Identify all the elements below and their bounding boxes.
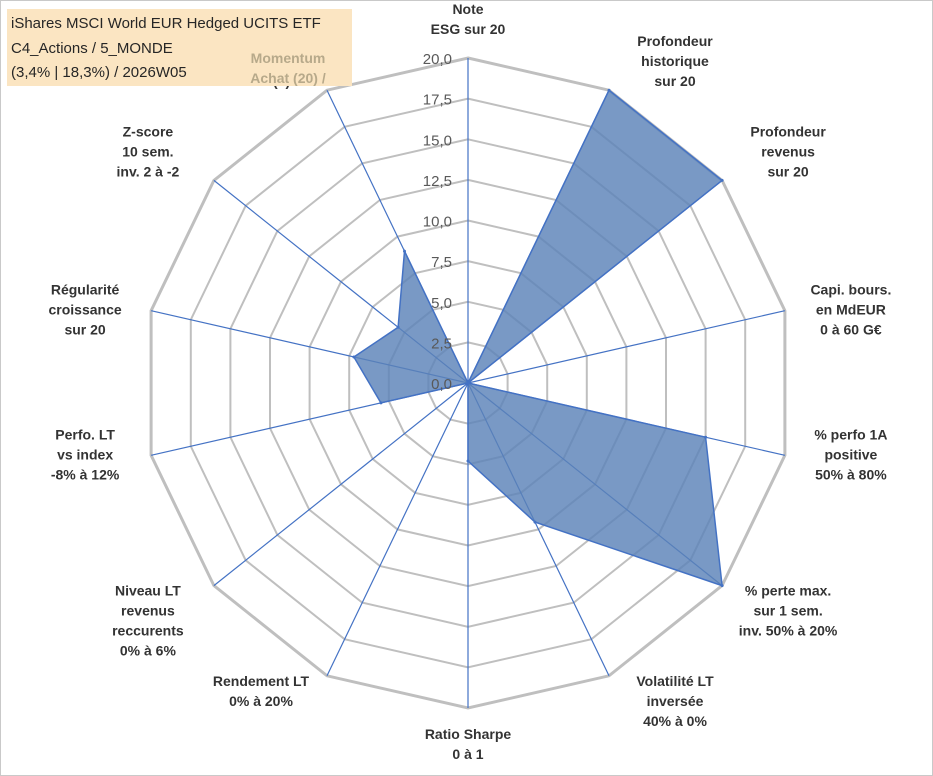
axis-label-11: Régularité croissance sur 20	[49, 282, 122, 338]
series-point-5	[720, 584, 724, 588]
series-area	[352, 89, 724, 587]
series-layer	[352, 88, 724, 588]
chart-title-box: iShares MSCI World EUR Hedged UCITS ETF …	[7, 9, 352, 86]
axis-label-line: revenus	[761, 143, 815, 159]
axis-label-line: Z-score	[123, 123, 174, 139]
axis-label-2: Profondeur revenus sur 20	[750, 123, 826, 179]
axis-label-line: reccurents	[112, 623, 184, 639]
axis-label-6: Volatilité LT inversée 40% à 0%	[636, 673, 714, 729]
axis-label-line: croissance	[49, 302, 122, 318]
axis-label-line: inv. 2 à -2	[117, 163, 180, 179]
series-point-11	[352, 355, 356, 359]
tick-label: 5,0	[431, 295, 452, 312]
axis-spoke-3	[467, 310, 786, 384]
tick-label: 20,0	[423, 51, 452, 68]
tick-label: 15,0	[423, 132, 452, 149]
axis-label-line: % perfo 1A	[814, 426, 887, 442]
axis-label-line: Note	[452, 1, 483, 17]
axis-label-line: inversée	[647, 693, 704, 709]
axis-label-1: Profondeur historique sur 20	[637, 33, 713, 89]
momentum-label: Momentum Achat (20) /	[228, 48, 348, 88]
chart-title: iShares MSCI World EUR Hedged UCITS ETF	[11, 15, 321, 32]
axis-label-line: Profondeur	[750, 123, 826, 139]
tick-layer: 0,0 2,5 5,0 7,5 10,0 12,5 15,0 17,5 20,0	[423, 51, 452, 393]
axis-label-line: Capi. bours.	[810, 282, 891, 298]
momentum-title: Momentum	[250, 50, 326, 66]
axis-label-line: 0 à 1	[452, 746, 483, 762]
axis-label-line: Profondeur	[637, 33, 713, 49]
axis-label-7: Ratio Sharpe 0 à 1	[425, 726, 512, 762]
tick-label: 12,5	[423, 173, 452, 190]
axis-label-layer: Note ESG sur 20 Profondeur historique sur 20…	[49, 1, 892, 762]
axis-label-line: historique	[641, 53, 709, 69]
chart-category: C4_Actions / 5_MONDE	[11, 40, 173, 57]
axis-label-line: Perfo. LT	[55, 426, 115, 442]
series-point-10	[379, 401, 383, 405]
axis-label-line: 50% à 80%	[815, 466, 887, 482]
axis-label-line: sur 20	[64, 322, 105, 338]
axis-label-line: % perte max.	[745, 583, 831, 599]
axis-label-line: Niveau LT	[115, 583, 181, 599]
axis-label-line: revenus	[121, 603, 175, 619]
axis-label-9: Niveau LT revenus reccurents 0% à 6%	[112, 583, 184, 659]
tick-label: 7,5	[431, 254, 452, 271]
series-point-9	[466, 381, 470, 385]
series-point-4	[704, 435, 708, 439]
tick-label: 2,5	[431, 335, 452, 352]
series-point-7	[466, 459, 470, 463]
axis-label-line: 0% à 6%	[120, 643, 177, 659]
axis-label-line: sur 20	[767, 163, 808, 179]
axis-label-8: Rendement LT 0% à 20%	[213, 673, 310, 709]
series-point-12	[396, 325, 400, 329]
axis-label-line: 40% à 0%	[643, 713, 707, 729]
axis-label-3: Capi. bours. en MdEUR 0 à 60 G€	[810, 282, 891, 338]
tick-label: 0,0	[431, 376, 452, 393]
axis-label-10: Perfo. LT vs index -8% à 12%	[51, 426, 120, 482]
axis-label-line: Ratio Sharpe	[425, 726, 512, 742]
axis-label-line: Rendement LT	[213, 673, 310, 689]
series-point-1	[607, 88, 611, 92]
tick-label: 17,5	[423, 92, 452, 109]
series-point-2	[720, 178, 724, 182]
axis-spoke-8	[326, 382, 469, 677]
axis-label-line: 0% à 20%	[229, 693, 293, 709]
axis-label-12: Z-score 10 sem. inv. 2 à -2	[117, 123, 180, 179]
axis-label-line: inv. 50% à 20%	[739, 623, 838, 639]
axis-label-line: sur 20	[654, 73, 695, 89]
axis-label-5: % perte max. sur 1 sem. inv. 50% à 20%	[739, 583, 838, 639]
axis-label-line: Régularité	[51, 282, 120, 298]
axis-label-0: Note ESG sur 20	[431, 1, 506, 37]
axis-label-line: 10 sem.	[122, 143, 173, 159]
axis-label-line: 0 à 60 G€	[820, 322, 882, 338]
axis-label-line: -8% à 12%	[51, 466, 120, 482]
axis-label-line: positive	[824, 446, 877, 462]
axis-label-line: sur 1 sem.	[753, 603, 822, 619]
momentum-buy-count: Achat (20) /	[250, 70, 326, 86]
axis-spoke-9	[213, 382, 469, 587]
axis-label-line: ESG sur 20	[431, 21, 506, 37]
series-point-6	[533, 520, 537, 524]
tick-label: 10,0	[423, 214, 452, 231]
axis-label-line: vs index	[57, 446, 113, 462]
chart-performance-week: (3,4% | 18,3%) / 2026W05	[11, 64, 187, 81]
axis-label-4: % perfo 1A positive 50% à 80%	[814, 426, 887, 482]
axis-label-line: en MdEUR	[816, 302, 886, 318]
series-point-13	[403, 249, 406, 253]
axis-label-line: Volatilité LT	[636, 673, 714, 689]
